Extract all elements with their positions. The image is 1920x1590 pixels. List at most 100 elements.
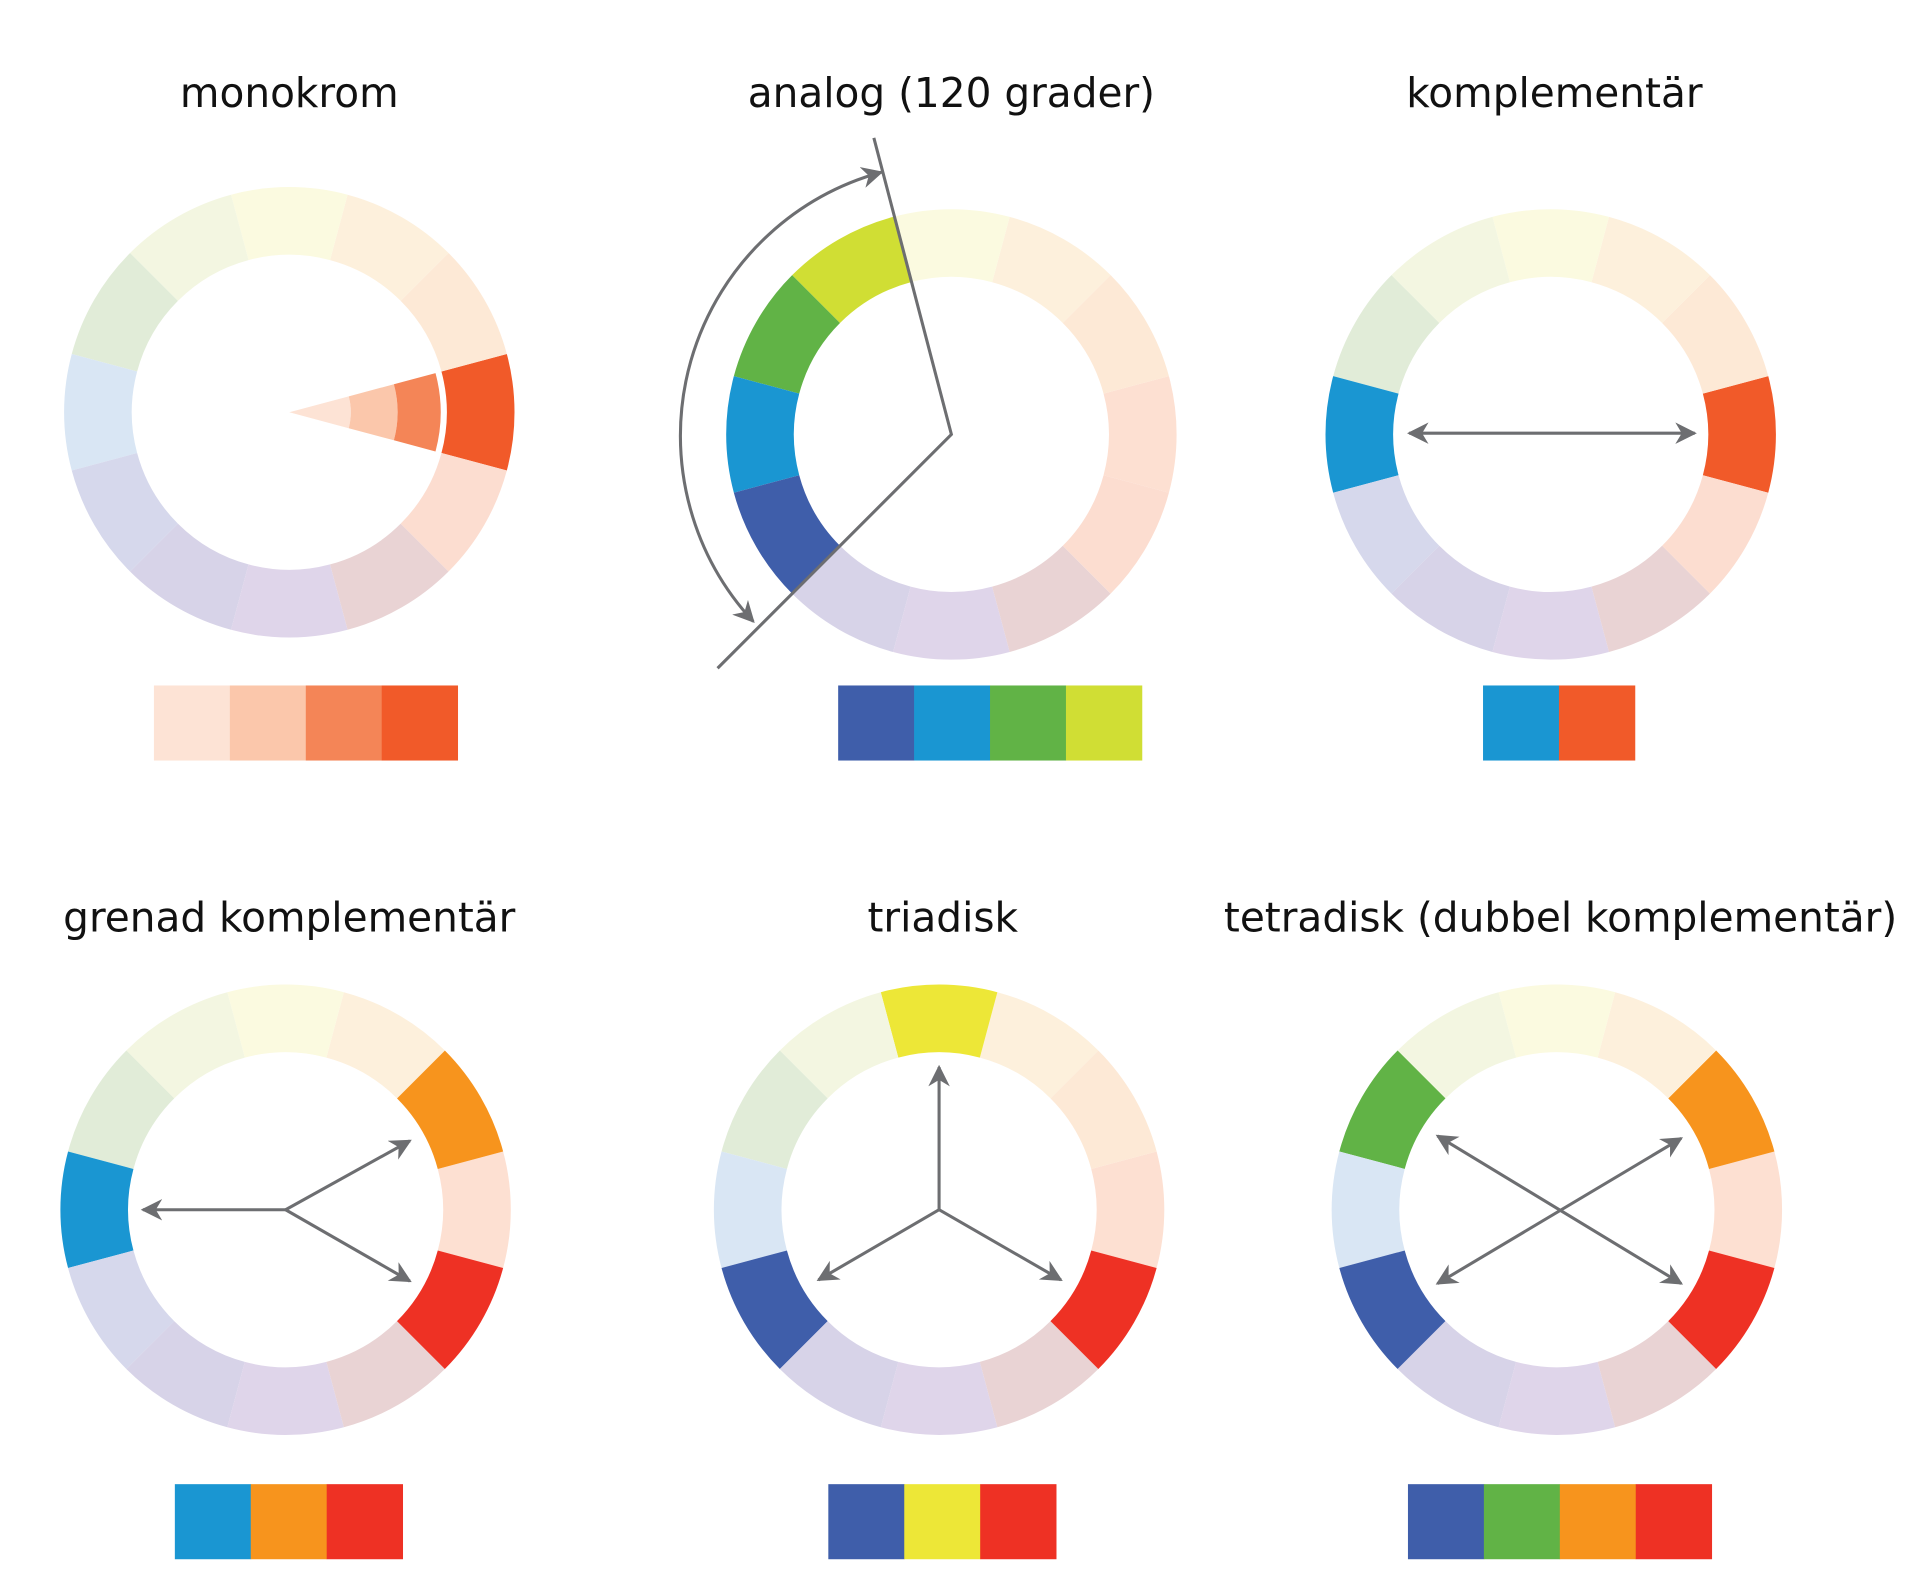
wheel-segment xyxy=(130,194,249,301)
split-arrow xyxy=(284,1208,412,1283)
wheel-segment xyxy=(1668,1250,1775,1369)
wheel-segment xyxy=(1668,1050,1775,1169)
wheel-segment xyxy=(60,1151,134,1269)
wheels xyxy=(60,187,1783,1560)
swatch xyxy=(904,1484,981,1560)
swatch xyxy=(980,1484,1057,1560)
mono-wedge xyxy=(348,384,398,441)
wheel-segment xyxy=(1103,376,1177,493)
swatch xyxy=(1407,1484,1485,1560)
wheel-segment xyxy=(126,992,245,1099)
wheel-segment xyxy=(1709,1151,1783,1269)
swatch xyxy=(1558,685,1636,761)
wheel-segment xyxy=(1597,1321,1717,1428)
wheel-segment xyxy=(231,564,348,638)
wheel-segment xyxy=(1492,586,1610,660)
wheel-segment xyxy=(979,992,1099,1099)
wheel-segment xyxy=(726,376,800,493)
wheel-segment xyxy=(437,1151,511,1269)
wheel-segment xyxy=(227,1361,344,1435)
wheel-segment xyxy=(71,253,178,372)
wheel-segment xyxy=(1325,376,1399,493)
swatch xyxy=(838,685,915,761)
wheel-segment xyxy=(721,1250,828,1369)
wheel-segment xyxy=(400,253,507,372)
wheel-segment xyxy=(130,523,249,630)
panel-title: analog (120 grader) xyxy=(748,69,1155,117)
wheel-segment xyxy=(880,984,998,1058)
wheel-segment xyxy=(1498,984,1616,1058)
wheel-segment xyxy=(1050,1250,1157,1369)
wheel-segment xyxy=(893,586,1010,660)
wheel-segment xyxy=(1498,1361,1616,1435)
arrows xyxy=(140,137,1697,1285)
wheel-segment xyxy=(1050,1050,1157,1169)
tetrad-arrow xyxy=(1435,1137,1684,1285)
mono-wedge xyxy=(289,396,351,429)
wheel-segment xyxy=(1333,475,1440,594)
wheel-segment xyxy=(64,353,138,471)
triad-arrow xyxy=(816,1208,940,1282)
wheel-segment xyxy=(1391,216,1510,324)
wheel-segment xyxy=(396,1250,504,1369)
wheel-segment xyxy=(126,1321,245,1428)
wheel-segment xyxy=(992,545,1111,652)
wheel-segment xyxy=(779,1321,899,1428)
wheel-segment xyxy=(1062,475,1169,594)
swatch xyxy=(229,685,307,761)
wheel-segment xyxy=(1339,1050,1446,1169)
wheel-segment xyxy=(1333,275,1440,394)
swatch xyxy=(990,685,1067,761)
wheel-segment xyxy=(880,1361,998,1435)
wheel-segment xyxy=(330,523,449,630)
wheel-segment xyxy=(400,453,507,572)
wheel-segment xyxy=(326,1321,445,1428)
wheel-segment xyxy=(893,209,1010,283)
wheel-segment xyxy=(1591,216,1710,324)
wheel-segment xyxy=(68,1250,175,1369)
wheel-segment xyxy=(713,1151,787,1269)
swatch xyxy=(1065,685,1143,761)
panel-title: grenad komplementär xyxy=(63,894,515,942)
swatch xyxy=(250,1484,328,1560)
swatch xyxy=(828,1484,905,1560)
split-arrow xyxy=(284,1139,412,1212)
swatch xyxy=(174,1484,252,1560)
wheel-segment xyxy=(1331,1151,1405,1269)
wheel-segment xyxy=(979,1321,1099,1428)
wheel-segment xyxy=(992,216,1111,324)
panel-title: triadisk xyxy=(868,894,1019,942)
wheel-segment xyxy=(1492,209,1610,283)
swatch xyxy=(305,685,383,761)
wheel-segment xyxy=(68,1050,175,1169)
analog-arc xyxy=(678,167,884,624)
wheel-segment xyxy=(1397,992,1517,1099)
swatch xyxy=(1559,1484,1637,1560)
swatch xyxy=(381,685,459,761)
wheel-segment xyxy=(231,187,348,261)
wheel-segment xyxy=(1662,275,1769,394)
swatch xyxy=(326,1484,404,1560)
wheel-segment xyxy=(1662,475,1769,594)
swatch xyxy=(153,685,231,761)
swatch xyxy=(1483,685,1560,761)
panel-title: komplementär xyxy=(1406,69,1703,117)
wheel-segment xyxy=(1339,1250,1446,1369)
swatch xyxy=(1483,1484,1561,1560)
wheel-segment xyxy=(326,992,445,1099)
swatch xyxy=(914,685,991,761)
mono-wedge xyxy=(393,373,441,452)
wheel-segment xyxy=(330,194,449,301)
swatch xyxy=(1635,1484,1713,1560)
wheel-segment xyxy=(721,1050,828,1169)
wheel-segment xyxy=(396,1050,504,1169)
wheel-segment xyxy=(1597,992,1717,1099)
panel-title: monokrom xyxy=(180,69,399,117)
wheel-segment xyxy=(779,992,899,1099)
triad-arrow xyxy=(938,1208,1063,1282)
wheel-segment xyxy=(1391,545,1510,652)
wheel-segment xyxy=(227,984,344,1058)
panel-title: tetradisk (dubbel komplementär) xyxy=(1224,894,1897,942)
wheel-segment xyxy=(1702,376,1776,493)
